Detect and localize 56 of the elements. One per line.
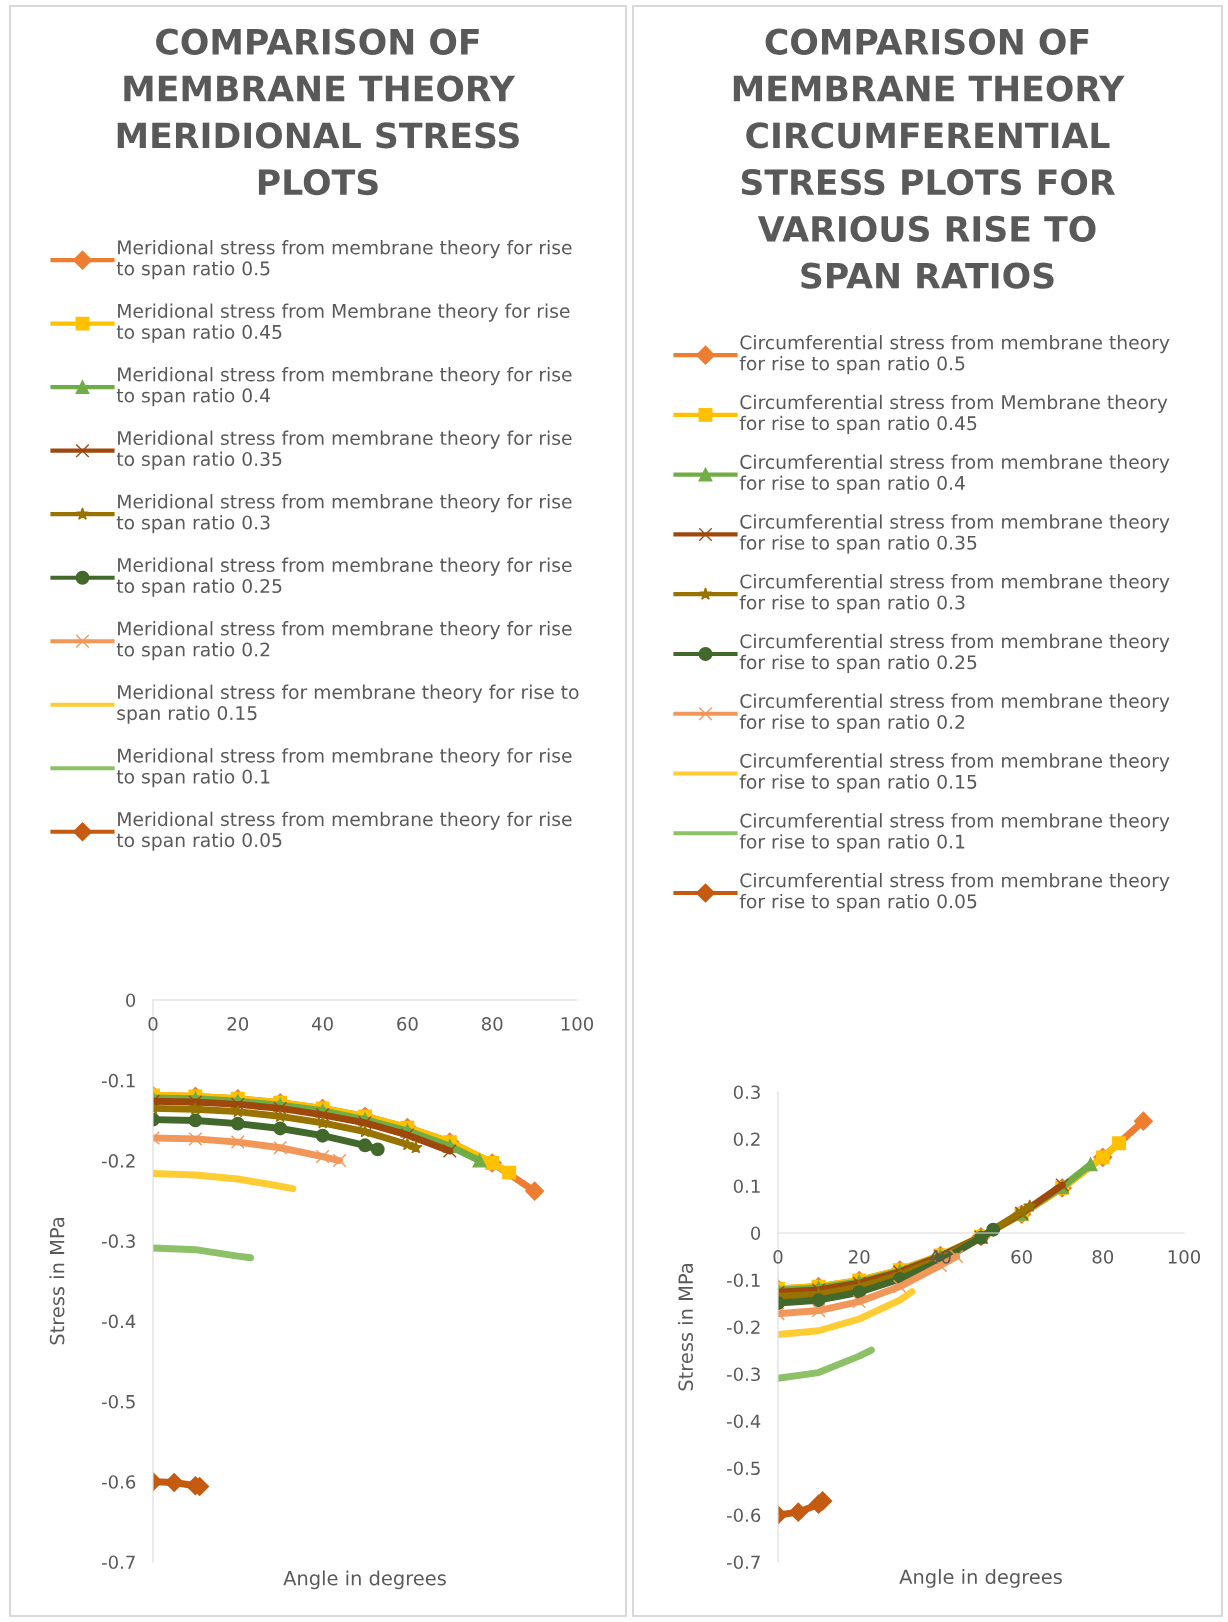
x-tick-label: 0	[773, 1249, 783, 1264]
legend-label: Circumferential stress from membrane theory for rise to span ratio 0.05	[739, 872, 1170, 913]
y-tick-label: -0.6	[726, 1508, 761, 1523]
legend-label: Meridional stress for membrane theory for rise to span ratio 0.15	[117, 684, 579, 724]
legend-label: Meridional stress from membrane theory for rise to span ratio 0.1	[116, 748, 572, 788]
y-axis-title: Stress in MPa	[49, 1218, 65, 1345]
legend-label: Meridional stress from membrane theory for rise to span ratio 0.25	[116, 557, 572, 597]
legend-label: Meridional stress from membrane theory for rise to span ratio 0.05	[116, 811, 572, 851]
y-tick-label: 0.3	[733, 1085, 760, 1100]
y-tick-label: -0.7	[726, 1555, 760, 1570]
y-tick-label: -0.2	[726, 1320, 760, 1335]
chart-title: COMPARISON OF MEMBRANE THEORY CIRCUMFERENTIAL STRESS PLOTS FOR VARIOUS RISE TO SPAN RATIOS	[733, 28, 1125, 289]
legend-label: Circumferential stress from membrane theory for rise to span ratio 0.4	[739, 454, 1170, 494]
y-tick-label: -0.6	[101, 1475, 136, 1489]
x-tick-label: 0	[148, 1016, 158, 1031]
legend-label: Circumferential stress from membrane theory for rise to span ratio 0.5	[739, 335, 1170, 375]
x-tick-label: 80	[1092, 1249, 1114, 1264]
y-tick-label: -0.1	[101, 1073, 135, 1088]
y-tick-label: -0.3	[726, 1367, 760, 1382]
x-tick-label: 100	[561, 1016, 594, 1031]
x-axis-title: Angle in degrees	[283, 1570, 446, 1590]
x-tick-label: 20	[227, 1016, 249, 1031]
legend-label: Circumferential stress from membrane theory for rise to span ratio 0.35	[739, 514, 1170, 554]
y-tick-label: 0	[126, 993, 136, 1008]
legend-label: Circumferential stress from membrane theory for rise to span ratio 0.1	[739, 813, 1170, 853]
x-tick-label: 100	[1168, 1249, 1201, 1264]
y-tick-label: -0.2	[101, 1154, 135, 1168]
legend-label: Meridional stress from Membrane theory for rise to span ratio 0.45	[116, 303, 570, 343]
legend-label: Meridional stress from membrane theory for rise to span ratio 0.5	[116, 240, 572, 280]
x-tick-label: 60	[397, 1016, 418, 1031]
legend-label: Circumferential stress from membrane theory for rise to span ratio 0.15	[739, 753, 1170, 793]
y-tick-label: 0	[751, 1226, 761, 1241]
x-axis-title: Angle in degrees	[899, 1569, 1062, 1588]
y-tick-label: -0.5	[726, 1461, 760, 1476]
x-tick-label: 20	[849, 1249, 870, 1264]
legend-label: Meridional stress from membrane theory for rise to span ratio 0.35	[116, 430, 572, 470]
y-tick-label: 0.1	[733, 1179, 760, 1194]
x-tick-label: 60	[1011, 1249, 1032, 1264]
x-tick-label: 40	[312, 1016, 333, 1031]
chart-title: COMPARISON OF MEMBRANE THEORY MERIDIONAL STRESS PLOTS	[117, 28, 519, 196]
y-tick-label: -0.5	[101, 1394, 135, 1409]
legend-label: Meridional stress from membrane theory for rise to span ratio 0.2	[116, 621, 572, 661]
x-tick-label: 80	[481, 1016, 503, 1031]
legend-label: Circumferential stress from membrane theory for rise to span ratio 0.3	[739, 574, 1170, 614]
y-tick-label: -0.4	[101, 1314, 136, 1329]
legend-label: Circumferential stress from membrane theory for rise to span ratio 0.2	[739, 693, 1170, 733]
legend-label: Meridional stress from membrane theory for rise to span ratio 0.3	[116, 494, 572, 534]
y-tick-label: 0.2	[733, 1132, 760, 1147]
y-tick-label: -0.4	[726, 1414, 761, 1429]
y-tick-label: -0.1	[726, 1273, 760, 1288]
y-tick-label: -0.3	[101, 1234, 135, 1248]
legend-label: Circumferential stress from Membrane theory for rise to span ratio 0.45	[739, 394, 1168, 434]
y-tick-label: -0.7	[101, 1555, 135, 1570]
y-axis-title: Stress in MPa	[677, 1264, 694, 1391]
legend-label: Meridional stress from membrane theory for rise to span ratio 0.4	[116, 367, 572, 407]
legend-label: Circumferential stress from membrane theory for rise to span ratio 0.25	[739, 633, 1170, 673]
